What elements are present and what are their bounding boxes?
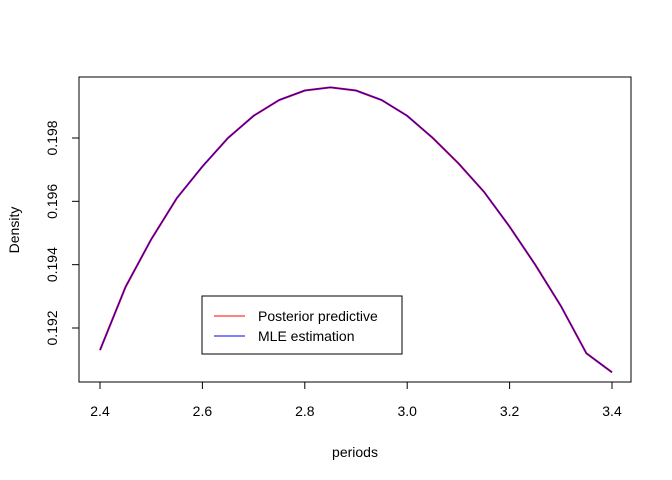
legend-label-posterior: Posterior predictive (258, 308, 378, 324)
x-tick-label: 2.6 (193, 403, 213, 419)
series-layer (99, 86, 613, 374)
x-tick-label: 3.4 (602, 403, 622, 419)
legend-box (201, 295, 403, 355)
y-tick-label: 0.192 (44, 310, 60, 345)
y-tick-label: 0.196 (44, 184, 60, 219)
x-ticks: 2.4 2.6 2.8 3.0 3.2 3.4 (90, 382, 622, 419)
y-tick-label: 0.194 (44, 247, 60, 282)
legend: Posterior predictive MLE estimation (201, 295, 403, 355)
y-axis-title: Density (6, 207, 22, 254)
y-ticks: 0.192 0.194 0.196 0.198 (44, 120, 79, 346)
x-tick-label: 3.0 (397, 403, 417, 419)
y-tick-label: 0.198 (44, 120, 60, 155)
series-line-mle-estimation (99, 86, 613, 373)
x-tick-label: 2.4 (90, 403, 110, 419)
legend-label-mle: MLE estimation (258, 328, 354, 344)
x-tick-label: 3.2 (500, 403, 520, 419)
x-tick-label: 2.8 (295, 403, 315, 419)
x-axis-title: periods (332, 444, 378, 460)
